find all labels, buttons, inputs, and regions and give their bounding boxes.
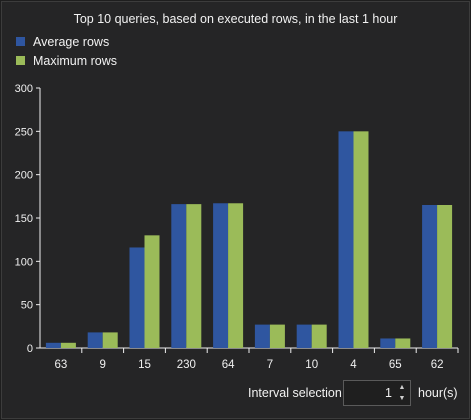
bar-average-rows <box>254 324 270 348</box>
y-tick-label: 0 <box>27 343 33 355</box>
bar-average-rows <box>129 247 145 348</box>
y-tick-label: 50 <box>21 300 33 312</box>
x-tick-label: 4 <box>350 359 357 371</box>
bar-average-rows <box>338 131 354 348</box>
bar-maximum-rows <box>102 332 118 348</box>
bar-average-rows <box>45 342 61 348</box>
legend-label-maximum: Maximum rows <box>33 53 118 68</box>
y-tick-label: 150 <box>15 213 33 225</box>
legend-item-maximum: Maximum rows <box>16 51 117 70</box>
y-tick-label: 250 <box>15 126 33 138</box>
bar-average-rows <box>171 204 187 348</box>
interval-stepper[interactable]: 1 ▲ ▼ <box>343 380 411 406</box>
interval-value[interactable]: 1 <box>385 386 392 400</box>
bar-maximum-rows <box>228 203 244 348</box>
chart-title: Top 10 queries, based on executed rows, … <box>73 12 398 26</box>
bar-maximum-rows <box>269 324 285 348</box>
bar-average-rows <box>87 332 103 348</box>
x-tick-label: 9 <box>99 359 105 371</box>
x-tick-label: 64 <box>222 359 235 371</box>
chart-legend: Average rows Maximum rows <box>16 32 117 70</box>
bar-average-rows <box>296 324 312 348</box>
bar-maximum-rows <box>395 338 411 348</box>
chevron-up-icon[interactable]: ▲ <box>398 384 406 391</box>
x-tick-label: 7 <box>267 359 273 371</box>
bar-chart: 0 50 100 150 200 250 300 63 9 15 230 64 7 10 4 65 62 <box>15 83 459 371</box>
y-tick-label: 300 <box>15 83 33 95</box>
legend-swatch-average <box>16 37 25 46</box>
stepper-arrows: ▲ ▼ <box>396 382 408 404</box>
x-tick-label: 10 <box>305 359 318 371</box>
x-tick-label: 65 <box>389 359 402 371</box>
legend-label-average: Average rows <box>33 34 110 49</box>
bar-maximum-rows <box>144 235 160 348</box>
x-tick-label: 62 <box>431 359 444 371</box>
x-tick-label: 15 <box>138 359 151 371</box>
x-tick-label: 230 <box>177 359 196 371</box>
bar-average-rows <box>380 338 396 348</box>
bar-maximum-rows <box>353 131 369 348</box>
y-tick-label: 100 <box>15 256 33 268</box>
y-tick-label: 200 <box>15 170 33 182</box>
chevron-down-icon[interactable]: ▼ <box>398 395 406 402</box>
x-tick-label: 63 <box>55 359 68 371</box>
interval-label: Interval selection <box>248 386 342 400</box>
bar-maximum-rows <box>311 324 327 348</box>
legend-swatch-maximum <box>16 56 25 65</box>
bar-maximum-rows <box>186 204 202 348</box>
interval-units: hour(s) <box>418 386 458 400</box>
bar-average-rows <box>422 205 438 348</box>
bar-average-rows <box>213 203 229 348</box>
bar-maximum-rows <box>437 205 453 348</box>
interval-selection: Interval selection 1 ▲ ▼ hour(s) <box>0 380 471 408</box>
legend-item-average: Average rows <box>16 32 117 51</box>
bar-maximum-rows <box>60 342 76 348</box>
